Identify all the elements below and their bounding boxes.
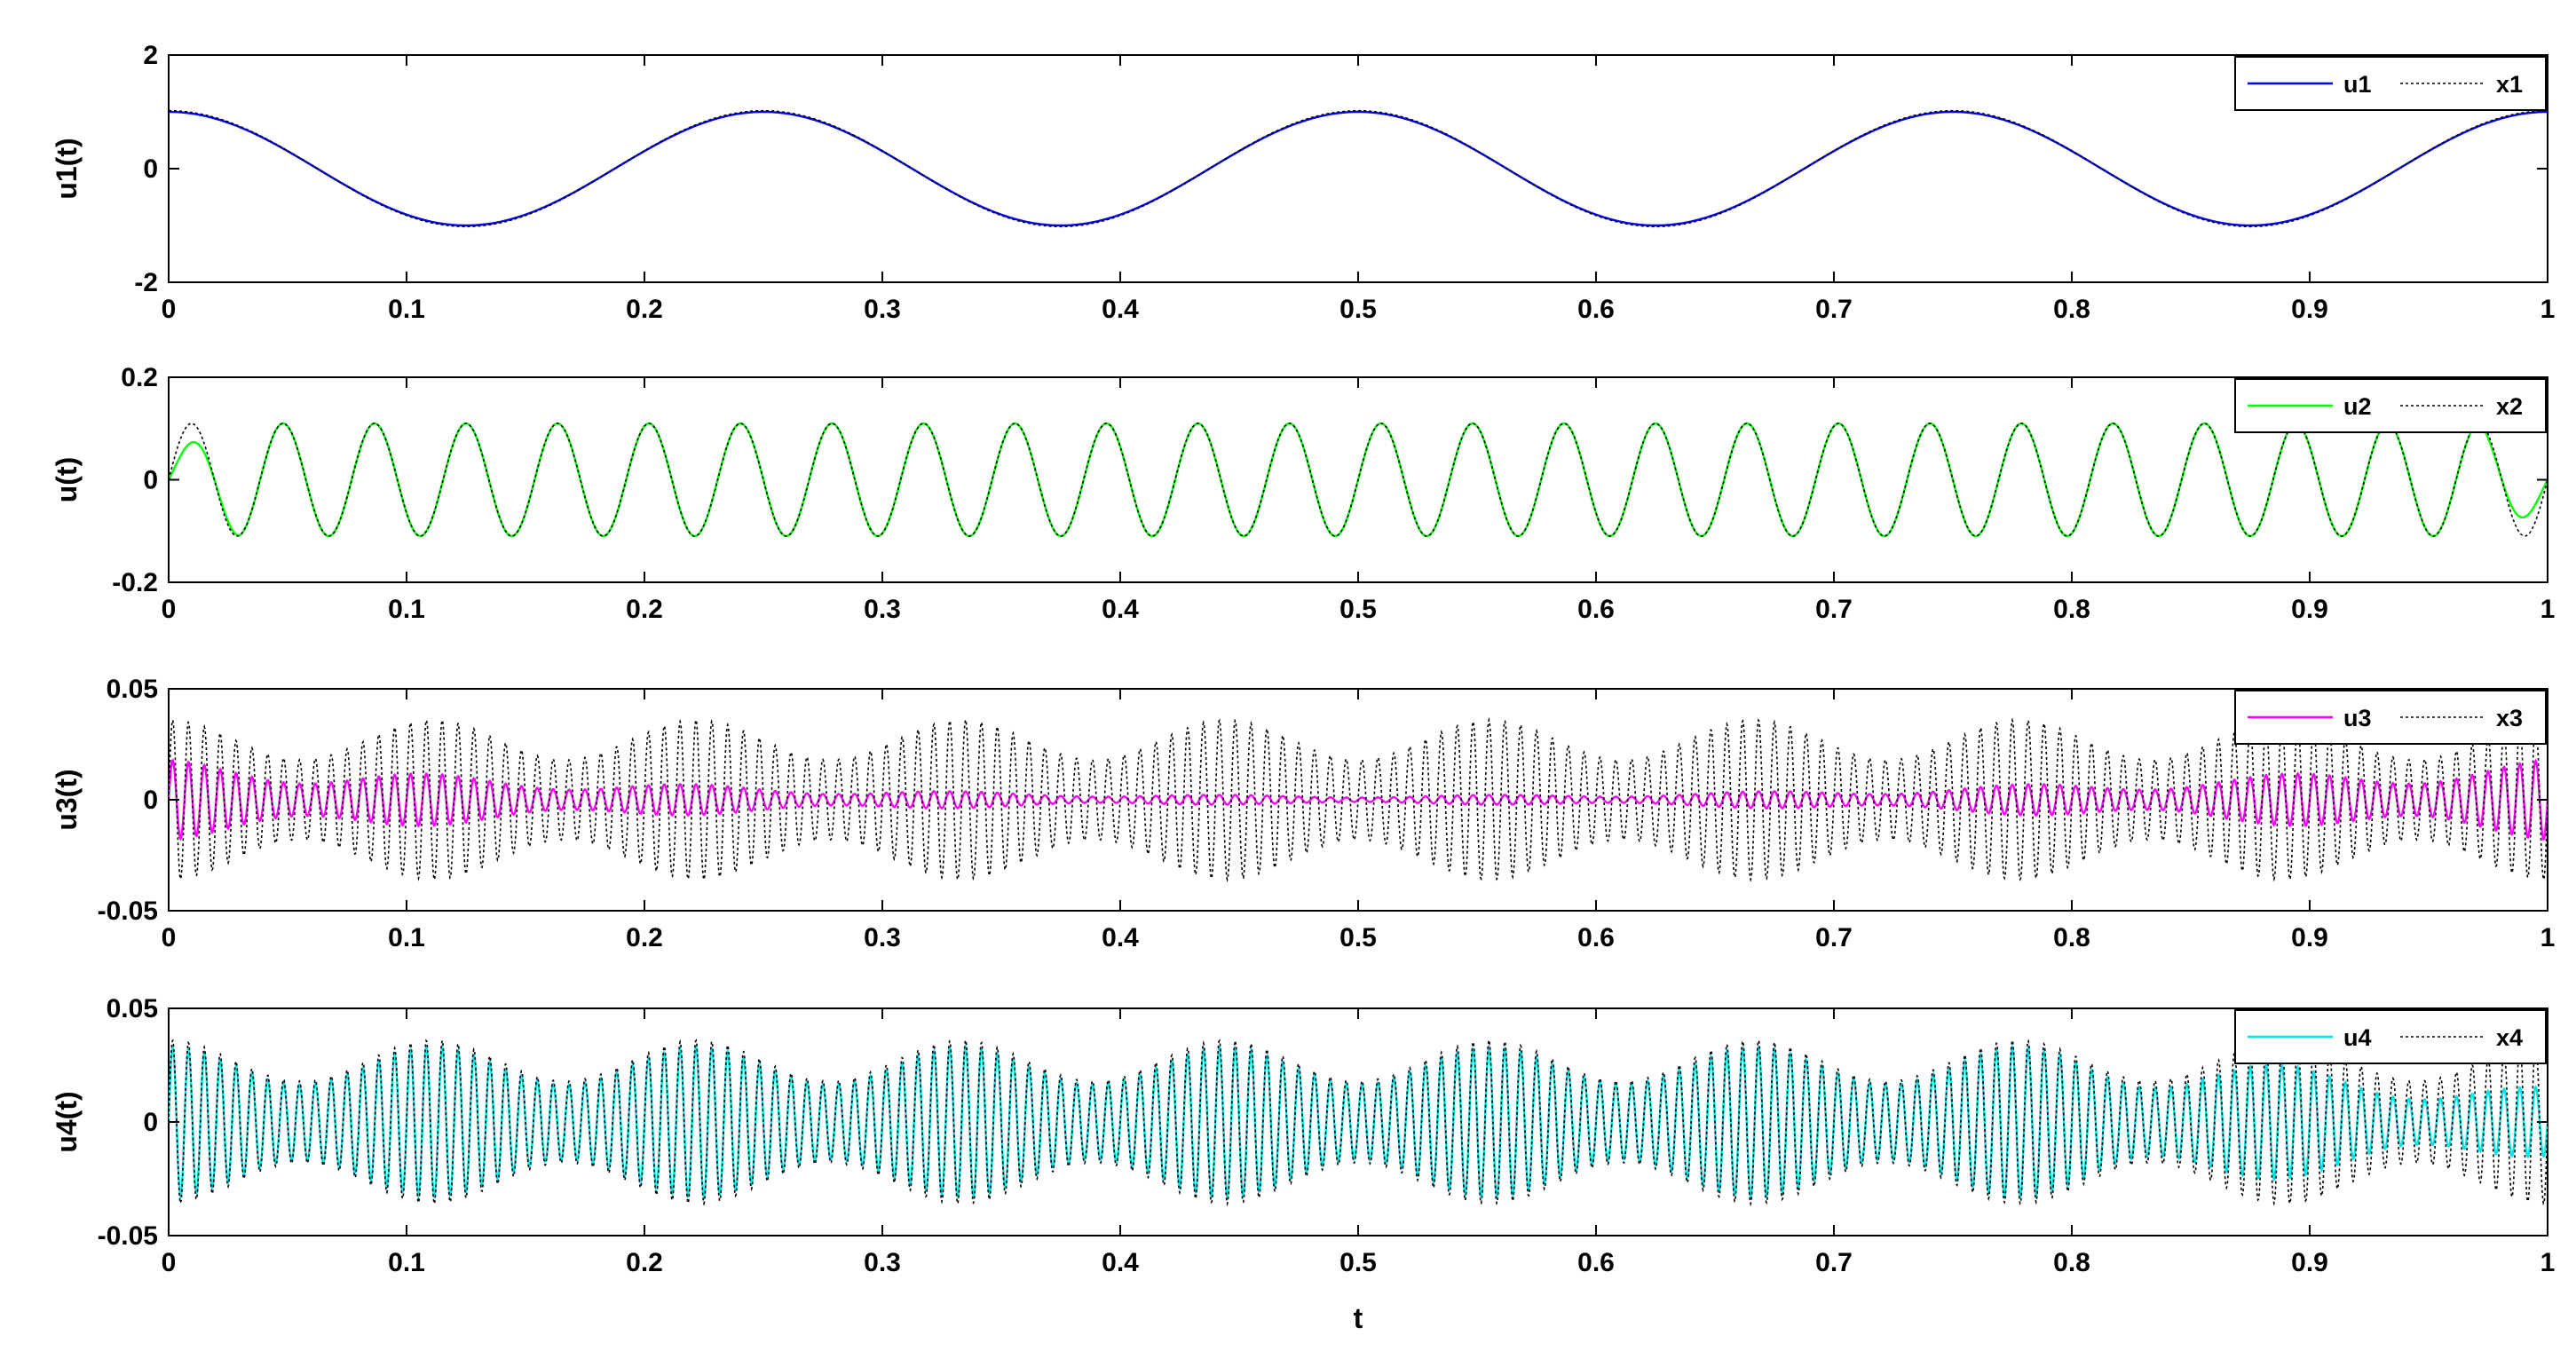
- x-tick-label: 0.4: [1102, 595, 1139, 624]
- x-tick-label: 0.1: [388, 1248, 425, 1277]
- x-tick-label: 0.7: [1815, 595, 1853, 624]
- panel-3: 0 0.1 0.2 0.3 0.4 0.5 0.6 0.7 0.8 0.9 1-0.0500.05u…: [51, 675, 2555, 952]
- x-tick-label: 0.1: [388, 923, 425, 952]
- y-axis-label: u4(t): [51, 1091, 83, 1152]
- y-tick-label: 2: [143, 41, 158, 70]
- x-tick-label: 0.4: [1102, 923, 1139, 952]
- series-x1: [169, 109, 2548, 228]
- x-tick-label: 0.6: [1577, 595, 1615, 624]
- legend: u3 x3: [2234, 690, 2547, 745]
- x-tick-label: 0.9: [2291, 1248, 2328, 1277]
- panel-1: 0 0.1 0.2 0.3 0.4 0.5 0.6 0.7 0.8 0.9 1-202u1(t)u1…: [51, 41, 2555, 324]
- x-tick-label: 0.8: [2053, 1248, 2090, 1277]
- y-tick-label: 0.05: [107, 994, 158, 1023]
- x-tick-label: 0.2: [626, 1248, 663, 1277]
- x-tick-label: 0: [162, 1248, 177, 1277]
- x-tick-label: 0.1: [388, 295, 425, 324]
- x-tick-label: 0.9: [2291, 595, 2328, 624]
- x-tick-label: 0.6: [1577, 923, 1615, 952]
- y-axis-label: u3(t): [51, 769, 83, 830]
- x-tick-label: 0.3: [864, 1248, 901, 1277]
- x-tick-label: 0.7: [1815, 1248, 1853, 1277]
- x-tick-label: 0.3: [864, 923, 901, 952]
- x-tick-label: 0.6: [1577, 1248, 1615, 1277]
- y-tick-label: -0.05: [98, 1221, 158, 1251]
- panel-2: 0 0.1 0.2 0.3 0.4 0.5 0.6 0.7 0.8 0.9 1-0.200.2u(t…: [51, 363, 2555, 624]
- x-tick-label: 0.4: [1102, 1248, 1139, 1277]
- x-tick-label: 0.2: [626, 595, 663, 624]
- y-tick-label: 0: [143, 786, 158, 815]
- legend-label-x4: x4: [2496, 1024, 2523, 1051]
- x-tick-label: 0.9: [2291, 295, 2328, 324]
- x-tick-label: 0: [162, 595, 177, 624]
- y-tick-label: 0: [143, 1108, 158, 1137]
- axes-box: [168, 54, 2548, 283]
- y-tick-label: -2: [134, 268, 158, 297]
- x-tick-label: 0.1: [388, 595, 425, 624]
- legend-label-x3: x3: [2496, 705, 2523, 731]
- legend: u1 x1: [2234, 56, 2547, 111]
- x-tick-label: 0.8: [2053, 923, 2090, 952]
- legend-label-x2: x2: [2496, 393, 2523, 420]
- x-tick-label: 0: [162, 295, 177, 324]
- legend-label-u4: u4: [2343, 1024, 2372, 1051]
- y-tick-label: 0: [143, 466, 158, 495]
- x-tick-label: 1: [2540, 923, 2556, 952]
- series-x2: [169, 423, 2548, 537]
- x-tick-label: 0.5: [1339, 923, 1377, 952]
- y-tick-label: -0.2: [112, 568, 158, 597]
- x-tick-label: 1: [2540, 1248, 2556, 1277]
- y-tick-label: -0.05: [98, 897, 158, 926]
- series-x4: [169, 1037, 2548, 1207]
- x-tick-label: 0.8: [2053, 595, 2090, 624]
- legend: u2 x2: [2234, 378, 2547, 433]
- y-axis-label: u(t): [51, 457, 83, 503]
- series-x3: [169, 716, 2548, 883]
- x-tick-label: 1: [2540, 595, 2556, 624]
- x-tick-label: 0.5: [1339, 295, 1377, 324]
- x-tick-label: 0.7: [1815, 923, 1853, 952]
- legend-label-x1: x1: [2496, 71, 2523, 98]
- x-tick-label: 0.5: [1339, 1248, 1377, 1277]
- x-tick-label: 0.9: [2291, 923, 2328, 952]
- y-tick-label: 0.05: [107, 675, 158, 704]
- legend-label-u1: u1: [2343, 71, 2372, 98]
- x-tick-label: 0.6: [1577, 295, 1615, 324]
- x-tick-label: 0.2: [626, 923, 663, 952]
- y-tick-label: 0.2: [121, 363, 158, 392]
- x-tick-label: 0.7: [1815, 295, 1853, 324]
- legend-label-u3: u3: [2343, 705, 2372, 731]
- x-tick-label: 0.8: [2053, 295, 2090, 324]
- x-tick-label: 0.5: [1339, 595, 1377, 624]
- x-tick-label: 0: [162, 923, 177, 952]
- x-axis-label: t: [1354, 1302, 1363, 1334]
- x-tick-label: 0.3: [864, 295, 901, 324]
- x-tick-label: 0.4: [1102, 295, 1139, 324]
- panel-4: 0 0.1 0.2 0.3 0.4 0.5 0.6 0.7 0.8 0.9 1-0.0500.05u…: [51, 994, 2555, 1277]
- y-axis-label: u1(t): [51, 138, 83, 199]
- x-tick-label: 0.3: [864, 595, 901, 624]
- legend: u4 x4: [2234, 1009, 2547, 1064]
- x-tick-label: 1: [2540, 295, 2556, 324]
- y-tick-label: 0: [143, 154, 158, 184]
- legend-label-u2: u2: [2343, 393, 2372, 420]
- x-tick-label: 0.2: [626, 295, 663, 324]
